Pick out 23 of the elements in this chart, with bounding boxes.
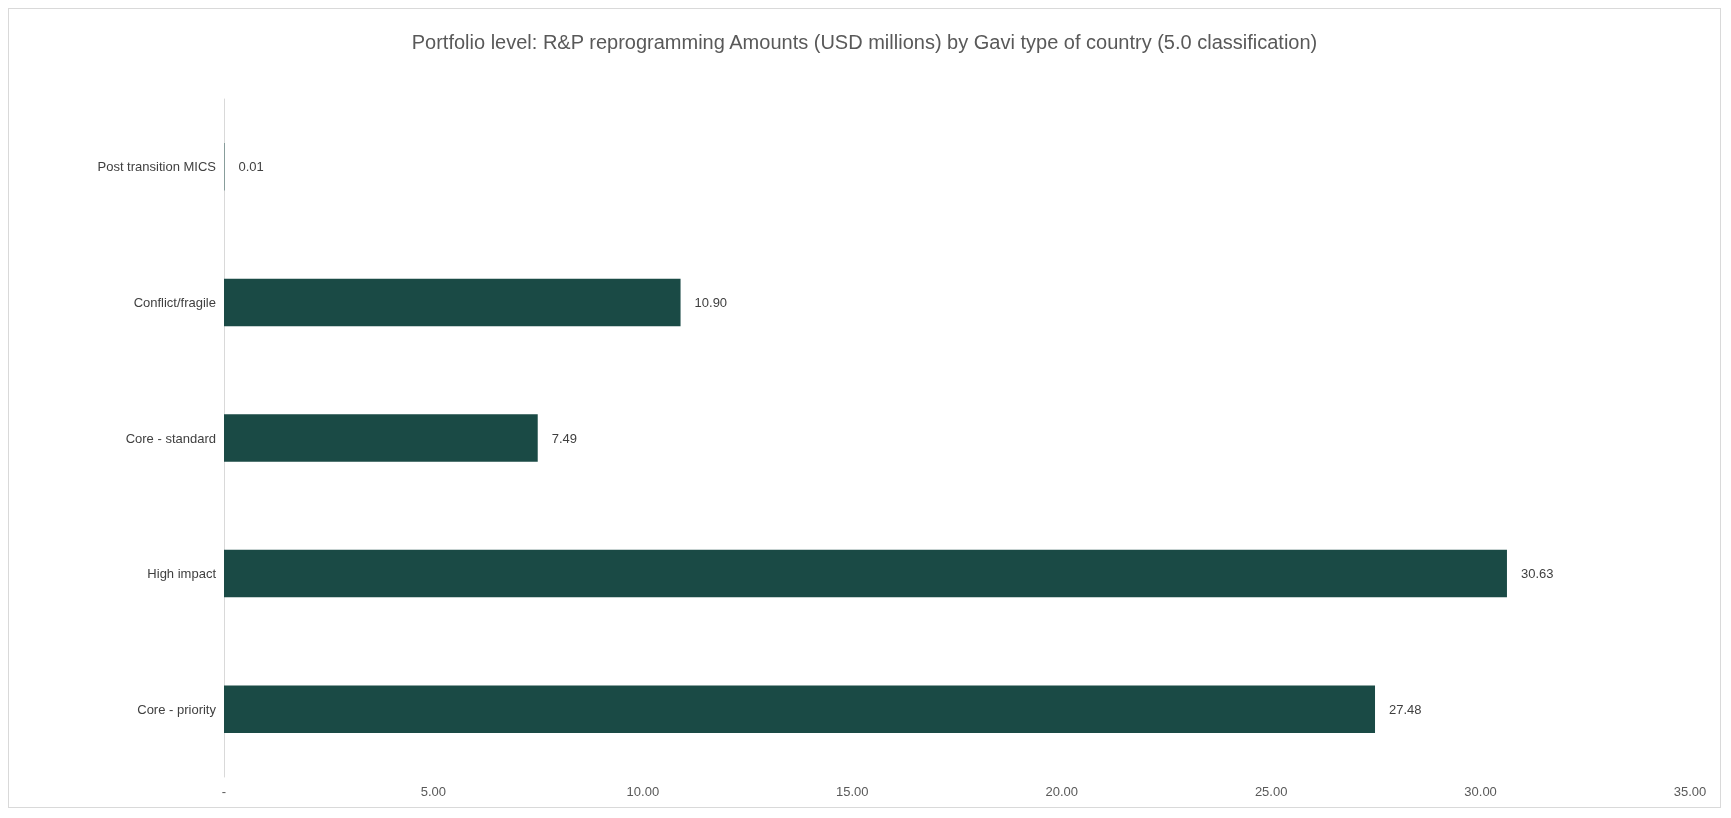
x-tick-label: 25.00 [1254,784,1288,799]
x-tick-label: 20.00 [1045,784,1078,799]
bar [224,685,1376,733]
bar [224,549,1507,598]
x-tick-label: 10.00 [626,784,660,799]
data-label: 30.63 [1520,566,1554,582]
y-tick-label: Conflict/fragile [133,294,216,310]
y-tick-label: Core - priority [137,701,217,717]
x-tick-label: 5.00 [420,784,447,799]
x-tick-label: 30.00 [1464,784,1497,799]
x-tick-label: 35.00 [1673,784,1707,799]
data-label: 27.48 [1389,701,1422,717]
bar [224,278,681,327]
chart-title: Portfolio level: R&P reprogramming Amounts (USD millions) by Gavi type of country (5.0 classification) [411,31,1318,53]
bar [224,414,538,462]
x-tick-label: 15.00 [836,784,869,799]
data-label: 10.90 [694,294,728,310]
data-label: 7.49 [551,430,578,446]
y-tick-label: High impact [147,566,217,582]
x-tick-label: - [221,784,227,799]
data-label: 0.01 [238,159,264,175]
y-tick-label: Core - standard [125,430,216,446]
y-tick-label: Post transition MICS [97,159,217,175]
